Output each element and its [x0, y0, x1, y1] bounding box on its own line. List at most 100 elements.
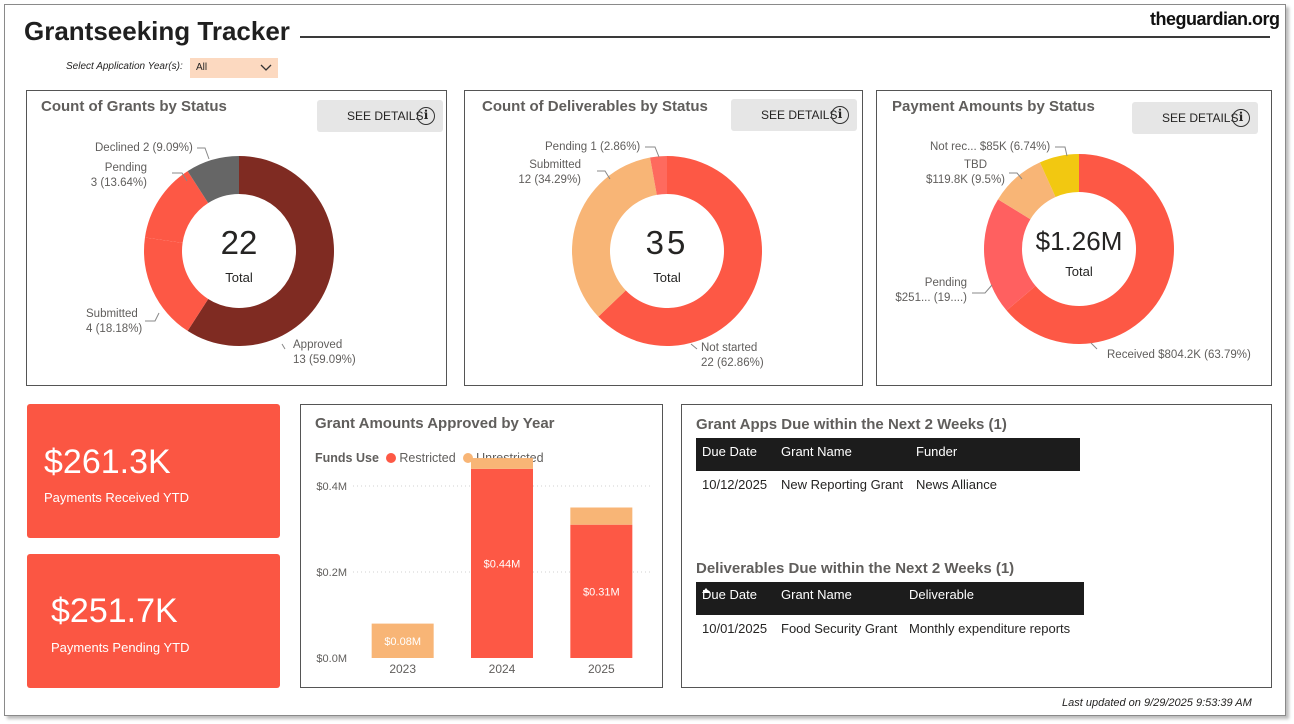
due-soon-card: Grant Apps Due within the Next 2 Weeks (…	[681, 404, 1272, 688]
cell-due-date: 10/01/2025	[702, 621, 768, 636]
grants-leader-lines	[145, 147, 286, 350]
deliverables-due-title: Deliverables Due within the Next 2 Weeks…	[696, 560, 1015, 577]
chevron-down-icon	[260, 64, 272, 71]
legend-restricted-label: Restricted	[399, 451, 456, 465]
cell-due-date: 10/12/2025	[702, 477, 768, 492]
slice-not-started[interactable]	[598, 156, 762, 346]
deliverables-donut	[572, 146, 762, 350]
col-deliverable[interactable]: Deliverable	[909, 587, 975, 602]
payments-total-value: $1.26M	[1035, 226, 1123, 256]
grants-total-value: 22	[220, 224, 258, 261]
brand-logo: theguardian.org	[1146, 9, 1280, 30]
x-tick-label: 2024	[489, 662, 516, 676]
grants-label-pending-name: Pending	[104, 162, 147, 174]
grants-label-approved-value: 13 (59.09%)	[293, 354, 356, 366]
slice-tbd[interactable]	[998, 162, 1056, 220]
see-details-label: SEE DETAILS	[1162, 111, 1239, 125]
deliverables-label-not-started-name: Not started	[701, 342, 758, 354]
col-due-date[interactable]: Due Date	[702, 587, 757, 602]
cell-grant-name: Food Security Grant	[781, 621, 898, 636]
grants-label-approved-name: Approved	[293, 339, 343, 351]
payments-donut	[972, 146, 1174, 350]
slice-pending[interactable]	[984, 199, 1036, 311]
grant-amounts-bar-chart: $0.0M $0.2M $0.4M $0.08M 2023 $0.44M 2024 $0.31…	[316, 458, 651, 676]
slice-not-rec[interactable]	[1039, 154, 1079, 198]
payments-label-pending: Pending $251... (19....)	[881, 276, 967, 306]
slice-declined[interactable]	[187, 156, 239, 204]
slice-pending[interactable]	[650, 156, 667, 195]
y-tick-label: $0.0M	[316, 653, 347, 665]
grants-label-pending-value: 3 (13.64%)	[90, 177, 147, 189]
payments-received-kpi: $261.3K Payments Received YTD	[27, 404, 280, 538]
deliverables-total-label: Total	[653, 270, 681, 285]
grants-status-card: Count of Grants by Status SEE DETAILS i …	[26, 90, 447, 386]
payments-label-tbd: TBD $119.8K (9.5%)	[897, 158, 1005, 188]
deliverables-label-not-started-value: 22 (62.86%)	[701, 357, 764, 369]
cell-funder: News Alliance	[916, 477, 997, 492]
year-filter-value: All	[196, 62, 208, 73]
payments-see-details-button[interactable]: SEE DETAILS i	[1132, 102, 1258, 134]
payments-label-pending-value: $251... (19....)	[895, 292, 967, 304]
payments-label-pending-name: Pending	[924, 277, 967, 289]
col-grant-name[interactable]: Grant Name	[781, 587, 852, 602]
grants-label-submitted-value: 4 (18.18%)	[86, 323, 143, 335]
info-icon: i	[1232, 109, 1250, 127]
bar-2024-restricted[interactable]	[471, 468, 533, 658]
cell-grant-name: New Reporting Grant	[781, 477, 904, 492]
sort-ascending-icon	[702, 588, 710, 593]
payments-label-tbd-name: TBD	[964, 159, 987, 171]
slice-approved[interactable]	[187, 156, 334, 346]
deliverables-status-title: Count of Deliverables by Status	[482, 98, 708, 115]
slice-received[interactable]	[1006, 154, 1174, 344]
grants-status-title: Count of Grants by Status	[41, 98, 227, 115]
legend-unrestricted-dot	[463, 453, 474, 463]
col-grant-name[interactable]: Grant Name	[781, 444, 852, 459]
see-details-label: SEE DETAILS	[347, 109, 424, 123]
col-funder[interactable]: Funder	[916, 444, 958, 459]
y-tick-label: $0.4M	[316, 481, 347, 493]
payments-status-title: Payment Amounts by Status	[892, 98, 1095, 115]
payments-received-label: Payments Received YTD	[44, 490, 189, 505]
info-icon: i	[417, 107, 435, 125]
payments-pending-label: Payments Pending YTD	[51, 640, 190, 655]
payments-label-received: Received $804.2K (63.79%)	[1107, 349, 1251, 361]
grants-label-declined: Declined 2 (9.09%)	[95, 142, 193, 154]
slice-submitted[interactable]	[144, 237, 209, 331]
payments-label-not-received: Not rec... $85K (6.74%)	[930, 141, 1051, 153]
deliverables-label-not-started: Not started 22 (62.86%)	[701, 341, 764, 371]
slice-submitted[interactable]	[572, 157, 657, 317]
deliverables-label-submitted-value: 12 (34.29%)	[518, 174, 581, 186]
grants-label-submitted-name: Submitted	[86, 308, 138, 320]
grant-apps-table-header: Due Date Grant Name Funder	[696, 438, 1080, 471]
grant-amounts-card: Grant Amounts Approved by Year Funds Use…	[300, 404, 663, 688]
grants-donut	[144, 147, 334, 350]
page-title: Grantseeking Tracker	[24, 16, 290, 46]
payments-status-card: Payment Amounts by Status SEE DETAILS i …	[876, 90, 1272, 386]
table-row: 10/12/2025 New Reporting Grant News Alli…	[696, 474, 1080, 496]
bar-2025-restricted[interactable]	[570, 524, 633, 658]
payments-label-tbd-value: $119.8K (9.5%)	[925, 174, 1005, 186]
bar-2024-unrestricted[interactable]	[471, 458, 533, 469]
bar-2023-unrestricted[interactable]	[371, 623, 434, 658]
x-tick-label: 2025	[588, 662, 615, 676]
slice-pending[interactable]	[144, 171, 209, 243]
payments-pending-kpi: $251.7K Payments Pending YTD	[27, 554, 280, 688]
grants-see-details-button[interactable]: SEE DETAILS i	[317, 100, 443, 132]
year-filter-dropdown[interactable]: All	[190, 58, 278, 78]
grants-label-approved: Approved 13 (59.09%)	[293, 338, 356, 368]
bar-data-label: $0.44M	[484, 558, 521, 570]
deliverables-see-details-button[interactable]: SEE DETAILS i	[731, 99, 857, 131]
grants-label-pending: Pending 3 (13.64%)	[83, 161, 147, 191]
legend-title: Funds Use	[315, 451, 379, 465]
payments-pending-value: $251.7K	[51, 592, 178, 630]
grant-amounts-title: Grant Amounts Approved by Year	[315, 415, 555, 432]
col-due-date[interactable]: Due Date	[702, 444, 757, 459]
deliverables-status-card: Count of Deliverables by Status SEE DETA…	[464, 90, 863, 386]
payments-leader-lines	[972, 146, 1098, 350]
info-icon: i	[831, 106, 849, 124]
bar-data-label: $0.31M	[583, 586, 620, 598]
bar-2025-unrestricted[interactable]	[570, 507, 633, 525]
deliverables-total-value: 35	[645, 224, 689, 261]
grants-total-label: Total	[225, 270, 253, 285]
see-details-label: SEE DETAILS	[761, 108, 838, 122]
